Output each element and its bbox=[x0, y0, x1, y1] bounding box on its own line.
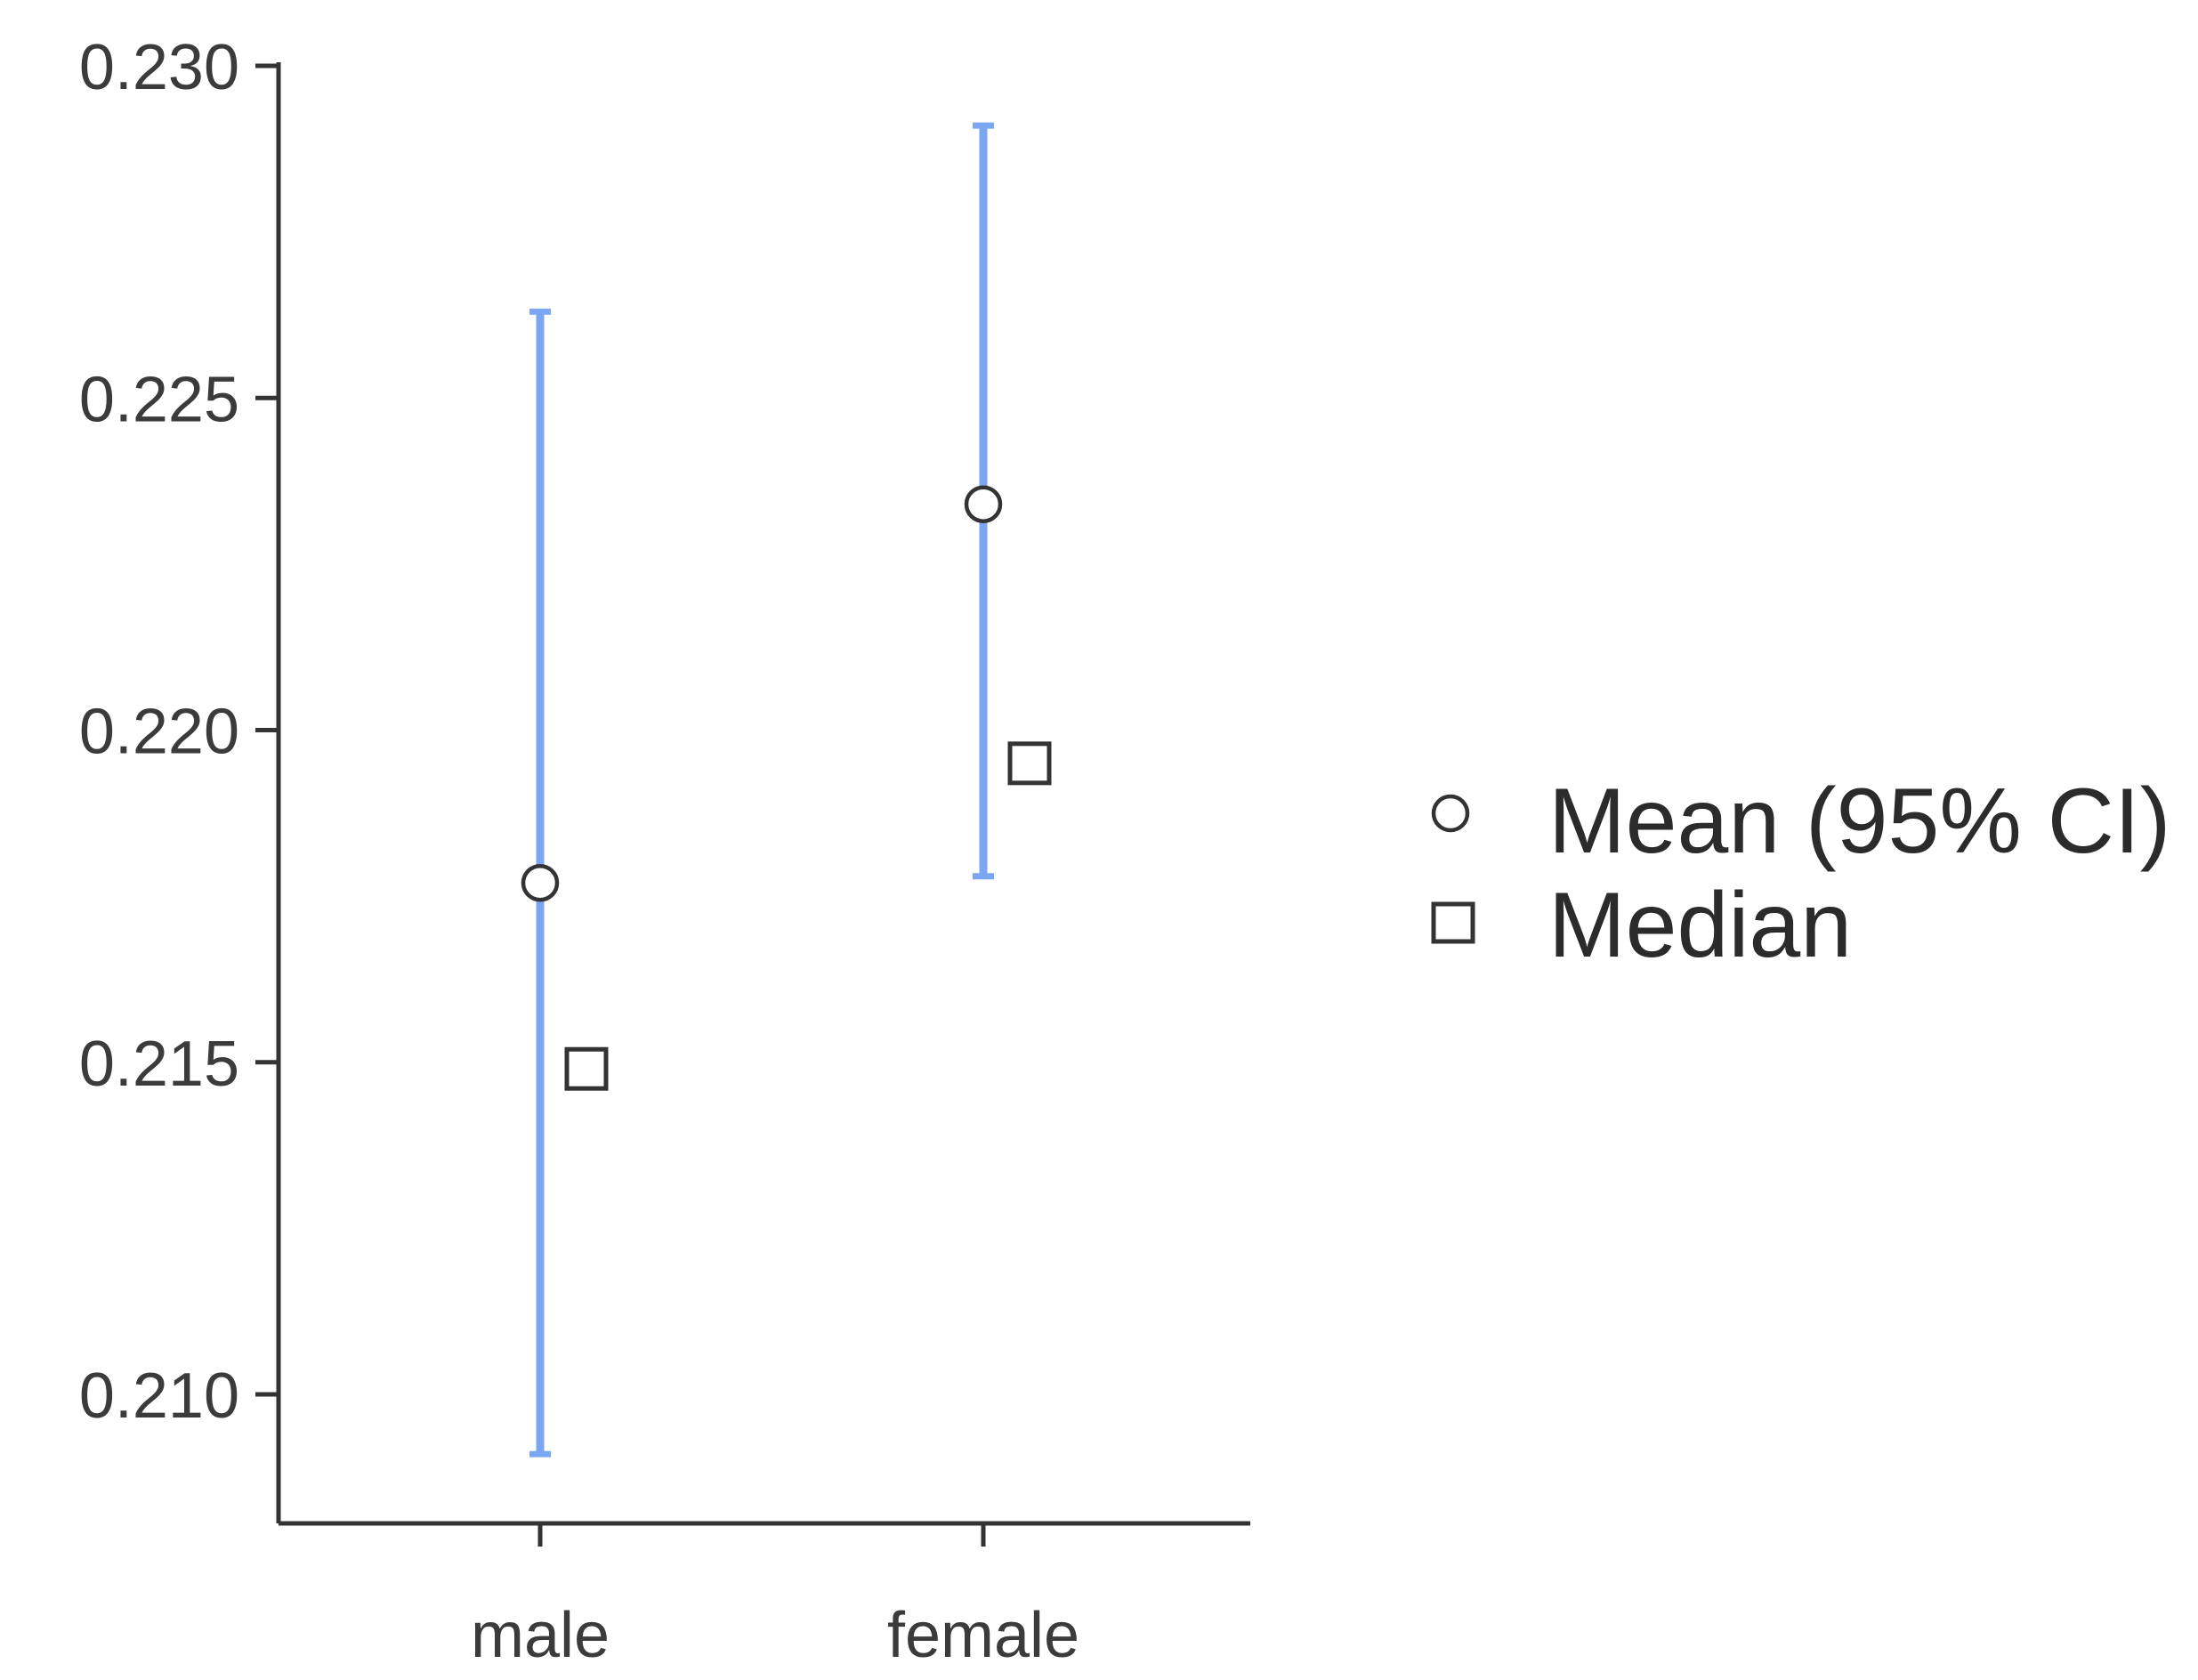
y-tick-label: 0.225 bbox=[79, 364, 239, 435]
y-tick-label: 0.230 bbox=[79, 32, 239, 103]
legend-label-mean: Mean (95% CI) bbox=[1548, 770, 2170, 873]
y-axis-ticks: 0.210 0.215 0.220 0.225 0.230 bbox=[79, 32, 279, 1432]
confidence-intervals bbox=[529, 122, 994, 1458]
legend-label-median: Median bbox=[1548, 874, 1852, 977]
x-tick-label-male: male bbox=[471, 1600, 610, 1671]
legend: Mean (95% CI)Median bbox=[1431, 770, 2170, 977]
y-tick-label: 0.220 bbox=[79, 697, 239, 768]
legend-median-marker bbox=[1431, 901, 1475, 944]
y-tick-label: 0.215 bbox=[79, 1029, 239, 1100]
x-axis-ticks: male female bbox=[471, 1523, 1079, 1671]
mean-point-male bbox=[521, 863, 560, 902]
median-point-male bbox=[564, 1046, 609, 1091]
median-point-female bbox=[1007, 741, 1052, 786]
x-tick-label-female: female bbox=[887, 1600, 1079, 1671]
mean-point-female bbox=[964, 485, 1003, 523]
y-tick-label: 0.210 bbox=[79, 1361, 239, 1432]
data-points bbox=[521, 485, 1052, 1091]
legend-mean-marker bbox=[1431, 794, 1470, 833]
